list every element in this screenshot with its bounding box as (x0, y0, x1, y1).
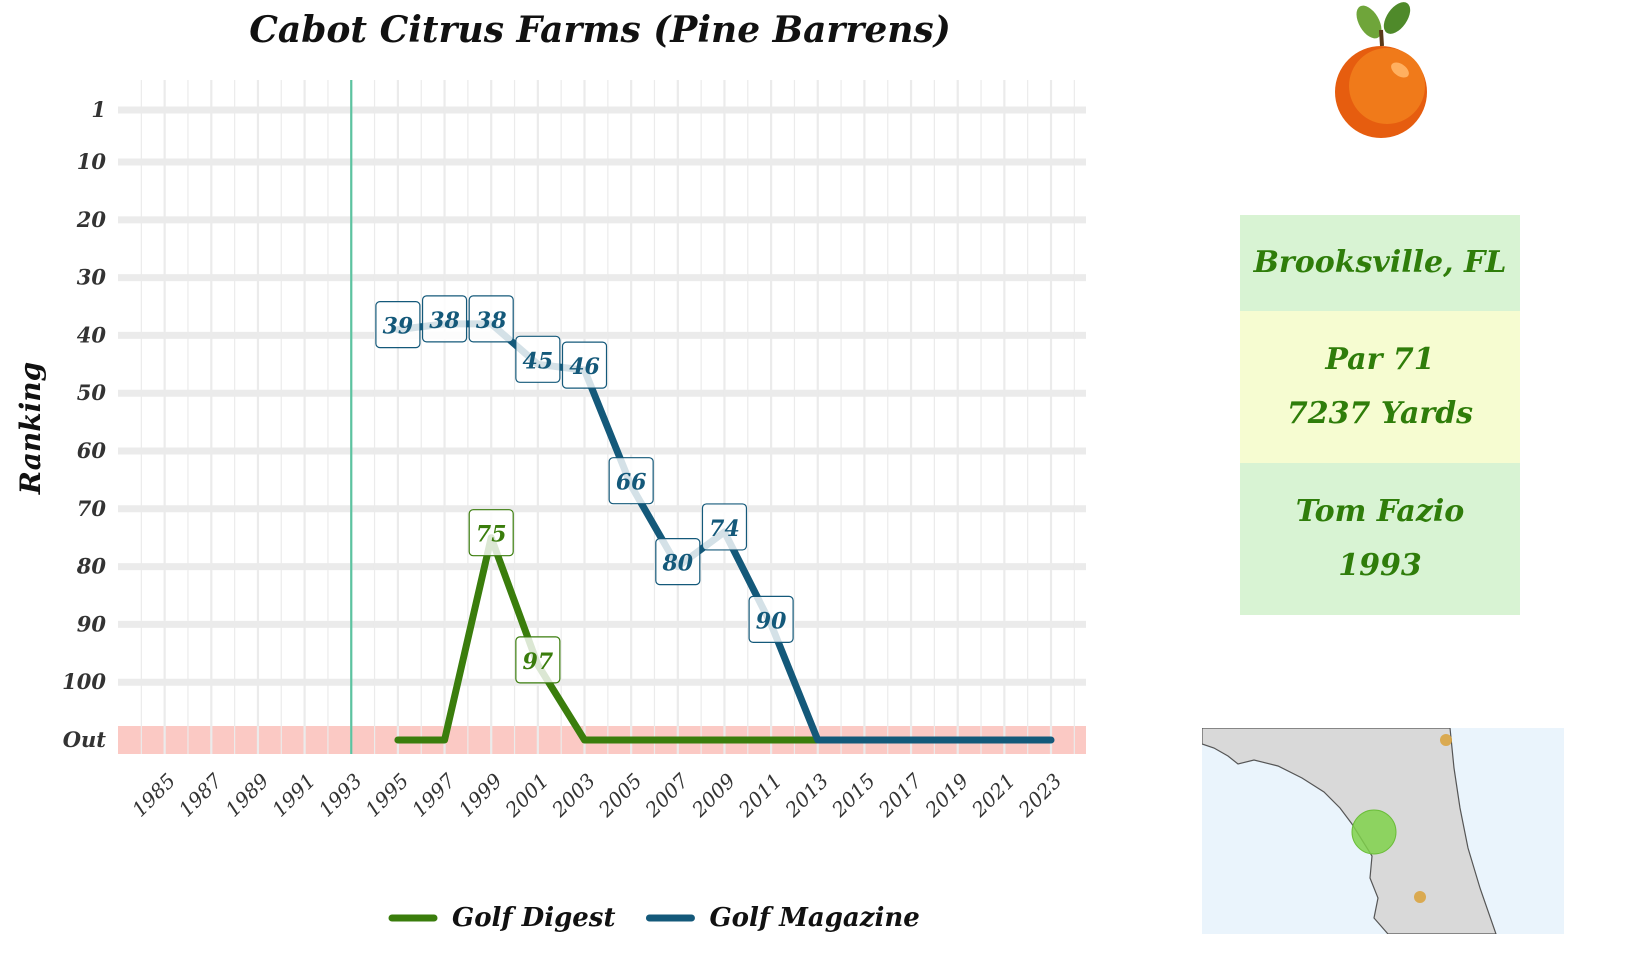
location-text: Brooksville, FL (1253, 245, 1507, 280)
data-label-text: 80 (661, 551, 693, 577)
data-label-box (421, 295, 468, 343)
course-info-panel: Brooksville, FL Par 71 7237 Yards Tom Fa… (1240, 215, 1520, 615)
data-label-text: 74 (709, 516, 740, 542)
x-tick-label: 2009 (686, 768, 740, 822)
data-label-box (561, 341, 608, 389)
nearby-course-marker (1414, 891, 1426, 903)
legend-label: Golf Digest (452, 903, 615, 933)
data-label-box (655, 538, 701, 586)
data-label: 97 (515, 636, 561, 684)
course-location-marker (1351, 809, 1397, 855)
architect-text: Tom Fazio (1295, 494, 1465, 529)
data-label: 66 (608, 457, 654, 505)
x-tick-label: 1993 (314, 769, 367, 822)
data-label-box (468, 295, 514, 343)
x-tick-label: 2011 (733, 769, 787, 823)
specs-cell: Par 71 7237 Yards (1240, 311, 1520, 463)
x-tick-label: 1985 (127, 769, 180, 822)
data-label-box (748, 595, 794, 644)
y-tick-label: Out (63, 727, 107, 752)
x-axis-ticks: 1985198719891991199319951997199920012003… (127, 768, 1066, 822)
y-tick-label: 1 (91, 97, 106, 122)
legend-label: Golf Magazine (709, 903, 919, 933)
florida-locator-map (1202, 728, 1564, 934)
y-axis-title: Ranking (14, 362, 47, 495)
x-tick-label: 2021 (966, 769, 1020, 823)
chart-title: Cabot Citrus Farms (Pine Barrens) (249, 9, 950, 51)
y-tick-label: 30 (77, 265, 107, 290)
y-axis-ticks: 1 10 20 30 40 50 60 70 80 90 100 Out (62, 97, 106, 752)
x-tick-label: 2015 (826, 769, 880, 823)
y-tick-label: 10 (77, 149, 107, 174)
x-tick-label: 1997 (407, 768, 460, 821)
data-label: 45 (515, 335, 561, 383)
x-tick-label: 1989 (221, 768, 274, 821)
x-tick-label: 2013 (780, 769, 834, 823)
data-label-text: 46 (569, 354, 600, 380)
data-label-box (608, 457, 654, 505)
data-label-text: 45 (523, 348, 554, 374)
legend: Golf Digest Golf Magazine (388, 903, 920, 933)
y-tick-label: 80 (76, 554, 107, 579)
y-tick-label: 50 (77, 380, 107, 405)
data-label: 38 (468, 295, 514, 343)
data-label: 80 (655, 538, 701, 586)
data-label-text: 38 (476, 308, 507, 334)
data-label: 38 (421, 295, 468, 343)
data-label-box (701, 503, 748, 551)
location-cell: Brooksville, FL (1240, 215, 1520, 311)
data-label: 75 (468, 509, 514, 557)
data-label-text: 90 (756, 608, 787, 634)
nearby-course-marker (1440, 734, 1452, 746)
y-tick-label: 40 (77, 322, 107, 347)
data-label-box (515, 335, 561, 383)
x-tick-label: 1987 (174, 768, 227, 821)
data-label-text: 66 (616, 470, 647, 496)
par-text: Par 71 (1325, 342, 1435, 377)
data-label-text: 38 (429, 308, 460, 334)
x-tick-label: 1999 (454, 768, 507, 821)
series-line (394, 534, 822, 744)
data-label-text: 97 (523, 649, 554, 675)
grid-lines (118, 80, 1086, 754)
x-tick-label: 1991 (267, 769, 320, 822)
year-text: 1993 (1338, 548, 1422, 583)
y-tick-label: 100 (62, 669, 106, 694)
x-tick-label: 2007 (640, 768, 694, 822)
data-label-text: 39 (383, 314, 414, 340)
y-tick-label: 90 (77, 611, 107, 636)
x-tick-label: 1995 (360, 769, 413, 822)
yards-text: 7237 Yards (1286, 396, 1474, 431)
y-tick-label: 60 (77, 438, 107, 463)
data-label-box (375, 301, 421, 349)
x-tick-label: 2003 (546, 769, 600, 823)
orange-fruit-icon (1335, 2, 1427, 138)
data-label-box (515, 636, 561, 684)
y-tick-label: 20 (76, 207, 107, 232)
x-tick-label: 2001 (500, 769, 554, 823)
data-label: 74 (701, 503, 748, 551)
data-labels: 75 97 39 38 38 45 46 66 80 74 90 (375, 295, 794, 684)
x-tick-label: 2023 (1013, 769, 1067, 823)
x-tick-label: 2019 (920, 768, 974, 822)
data-label: 46 (561, 341, 608, 389)
architect-cell: Tom Fazio 1993 (1240, 463, 1520, 615)
data-label-text: 75 (476, 522, 507, 548)
data-label-box (468, 509, 514, 557)
x-tick-label: 2005 (593, 769, 647, 823)
data-label: 90 (748, 595, 794, 644)
y-tick-label: 70 (77, 496, 107, 521)
x-tick-label: 2017 (873, 768, 927, 822)
data-label: 39 (375, 301, 421, 349)
